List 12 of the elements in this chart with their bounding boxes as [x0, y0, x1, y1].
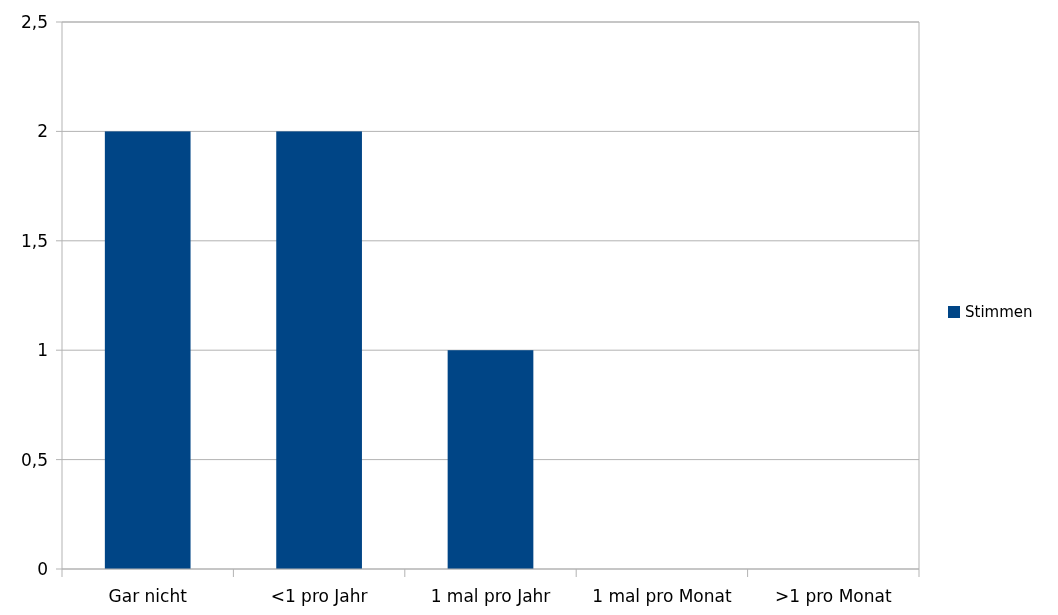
y-tick-label: 1 [37, 340, 48, 361]
y-tick-label: 2,5 [20, 11, 48, 32]
x-tick-label: <1 pro Jahr [270, 586, 368, 606]
y-tick-label: 0 [37, 558, 48, 579]
legend-label: Stimmen [965, 303, 1033, 322]
x-tick-label: Gar nicht [108, 586, 188, 606]
x-tick-label: 1 mal pro Monat [592, 586, 732, 606]
y-tick-label: 1,5 [20, 230, 48, 251]
x-tick-label: 1 mal pro Jahr [430, 586, 551, 606]
y-tick-label: 0,5 [20, 449, 48, 470]
x-tick-label: >1 pro Monat [775, 586, 892, 606]
y-tick-label: 2 [37, 121, 48, 142]
